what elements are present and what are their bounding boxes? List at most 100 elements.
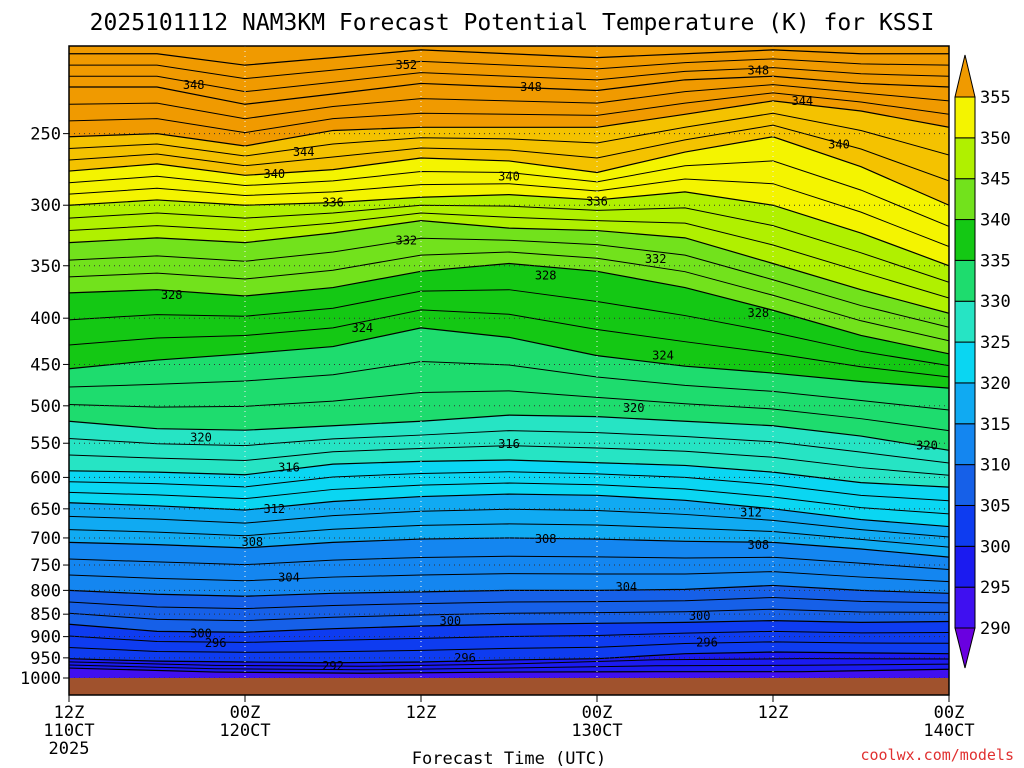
colorbar-swatch-325 xyxy=(954,300,976,343)
colorbar-label-340: 340 xyxy=(980,211,1011,231)
contour-label-text: 308 xyxy=(535,532,557,546)
contour-label-text: 352 xyxy=(395,58,417,72)
isentrope-intermediate xyxy=(69,641,949,653)
contour-label: 336 xyxy=(322,196,344,210)
isentrope-296 xyxy=(69,651,949,664)
contour-label-text: 308 xyxy=(241,535,263,549)
contour-label-text: 336 xyxy=(322,196,344,210)
colorbar-label-305: 305 xyxy=(980,496,1011,516)
colorbar-overflow xyxy=(954,54,976,98)
colorbar-swatch-295 xyxy=(954,545,976,588)
isentrope-320 xyxy=(69,414,949,451)
isentrope-intermediate xyxy=(69,84,949,120)
contour-label: 348 xyxy=(747,64,769,78)
isentrope-intermediate xyxy=(69,608,949,622)
isentrope-332 xyxy=(69,220,949,314)
isentrope-intermediate xyxy=(69,445,949,476)
isentrope-intermediate xyxy=(69,178,949,248)
contour-label: 320 xyxy=(623,401,645,415)
colorbar-label-295: 295 xyxy=(980,578,1011,598)
contour-label-text: 328 xyxy=(747,306,769,320)
contour-label-text: 332 xyxy=(645,252,667,266)
credit-text: coolwx.com/models xyxy=(860,746,1014,764)
ground-surface xyxy=(69,678,949,695)
contour-label-text: 312 xyxy=(740,505,762,519)
y-tick-label-1000: 1000 xyxy=(20,669,61,689)
contour-label: 340 xyxy=(263,167,285,181)
y-tick-label-250: 250 xyxy=(30,125,61,145)
isentrope-intermediate xyxy=(69,571,949,583)
isentrope-intermediate xyxy=(69,237,949,328)
contour-labels: 348 352 348 348 344 344 340 340 340 336 336 332 332 3… xyxy=(161,58,938,673)
isentrope-intermediate xyxy=(69,555,949,571)
x-tick-label: 130CT xyxy=(571,721,622,741)
y-tick-label-950: 950 xyxy=(30,649,61,669)
isentrope-intermediate xyxy=(69,597,949,610)
contour-label: 304 xyxy=(278,570,300,584)
x-tick-label: 140CT xyxy=(923,721,974,741)
y-tick-label-650: 650 xyxy=(30,500,61,520)
isentrope-348 xyxy=(69,75,949,105)
colorbar-swatch-350 xyxy=(954,96,976,139)
contour-label-text: 312 xyxy=(263,502,285,516)
contour-label: 348 xyxy=(520,80,542,94)
contour-label: 324 xyxy=(652,349,674,363)
contour-label-text: 324 xyxy=(652,349,674,363)
contour-label: 308 xyxy=(747,538,769,552)
y-tick-label-700: 700 xyxy=(30,529,61,549)
x-tick-label: 00Z xyxy=(934,703,965,723)
contour-label-text: 348 xyxy=(747,64,769,78)
contour-label: 328 xyxy=(161,288,183,302)
isentrope-intermediate xyxy=(69,482,949,515)
contour-label-text: 340 xyxy=(498,170,520,184)
colorbar-label-350: 350 xyxy=(980,129,1011,149)
isentrope-292 xyxy=(69,667,949,674)
plot-frame xyxy=(68,45,950,696)
isentrope-intermediate xyxy=(69,160,949,227)
contour-label-text: 336 xyxy=(586,194,608,208)
contour-label-text: 316 xyxy=(498,437,520,451)
colorbar-label-325: 325 xyxy=(980,333,1011,353)
y-tick-label-450: 450 xyxy=(30,355,61,375)
y-tick-label-850: 850 xyxy=(30,605,61,625)
contour-label: 324 xyxy=(351,321,373,335)
contour-label: 300 xyxy=(439,614,461,628)
contour-label-text: 328 xyxy=(161,288,183,302)
colorbar-swatch-320 xyxy=(954,341,976,384)
colorbar-swatch-290 xyxy=(954,586,976,629)
y-tick-label-800: 800 xyxy=(30,581,61,601)
isentrope-316 xyxy=(69,459,949,488)
colorbar-swatch-330 xyxy=(954,259,976,302)
x-tick-label: 110CT xyxy=(43,721,94,741)
chart-title: 2025101112 NAM3KM Forecast Potential Tem… xyxy=(90,10,935,36)
contour-label: 348 xyxy=(183,78,205,92)
contour-label-text: 340 xyxy=(263,167,285,181)
colorbar-swatch-345 xyxy=(954,137,976,180)
contour-label: 340 xyxy=(498,170,520,184)
colorbar-label-300: 300 xyxy=(980,537,1011,557)
y-tick-label-550: 550 xyxy=(30,434,61,454)
contour-label-text: 324 xyxy=(351,321,373,335)
contour-label-text: 304 xyxy=(615,580,637,594)
isentrope-intermediate xyxy=(69,471,949,502)
contour-label: 296 xyxy=(205,636,227,650)
x-tick-label: 12Z xyxy=(758,703,789,723)
contour-label: 292 xyxy=(322,659,344,673)
contour-label-text: 300 xyxy=(190,627,212,641)
isentrope-intermediate xyxy=(69,663,949,671)
colorbar-swatch-340 xyxy=(954,178,976,221)
isentrope-intermediate xyxy=(69,112,949,157)
isentrope-352 xyxy=(69,49,949,66)
contour-label: 316 xyxy=(278,460,300,474)
isentrope-intermediate xyxy=(69,430,949,464)
contour-label-text: 316 xyxy=(278,460,300,474)
contour-label: 296 xyxy=(696,635,718,649)
isentrope-intermediate xyxy=(69,212,949,299)
contour-label-text: 340 xyxy=(828,137,850,151)
isentrope-324 xyxy=(69,327,949,389)
y-tick-label-400: 400 xyxy=(30,309,61,329)
contour-label-text: 348 xyxy=(183,78,205,92)
y-tick-label-600: 600 xyxy=(30,468,61,488)
